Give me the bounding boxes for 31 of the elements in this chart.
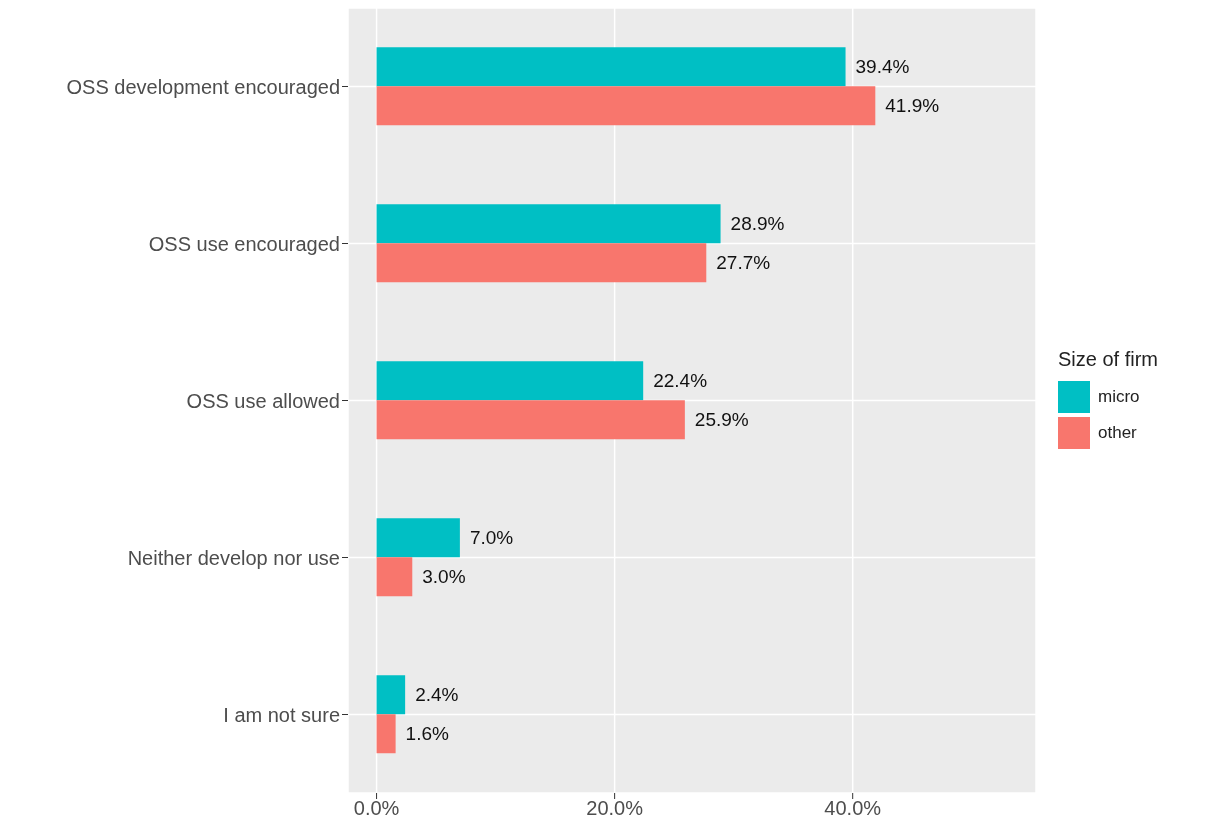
data-label: 28.9% [730, 213, 785, 235]
data-label: 2.4% [415, 684, 459, 706]
bar [376, 361, 644, 401]
bar [376, 243, 707, 283]
y-tick-label: Neither develop nor use [127, 546, 340, 569]
bar [376, 714, 396, 754]
bar [376, 518, 460, 558]
data-label: 7.0% [469, 527, 514, 549]
y-tick-label: I am not sure [223, 703, 340, 726]
bar [376, 86, 876, 126]
bar [376, 557, 413, 597]
x-tick-label: 20.0% [586, 797, 644, 820]
y-tick-label: OSS development encouraged [66, 75, 340, 98]
data-label: 41.9% [885, 95, 940, 117]
y-tick-label: OSS use allowed [186, 389, 340, 412]
legend-label: other [1098, 423, 1137, 443]
bar [376, 675, 406, 715]
data-label: 1.6% [405, 723, 450, 745]
data-label: 3.0% [422, 566, 466, 588]
data-label: 25.9% [694, 409, 749, 431]
data-label: 27.7% [716, 252, 771, 274]
data-label: 39.4% [855, 56, 910, 78]
x-tick-label: 40.0% [824, 797, 882, 820]
data-label: 22.4% [653, 370, 708, 392]
x-tick-label: 0.0% [353, 797, 400, 820]
y-tick-label: OSS use encouraged [148, 232, 340, 255]
legend-label: micro [1098, 387, 1140, 407]
bar [376, 47, 846, 87]
legend-title: Size of firm [1058, 348, 1159, 371]
bar [376, 204, 721, 244]
bar [376, 400, 685, 440]
